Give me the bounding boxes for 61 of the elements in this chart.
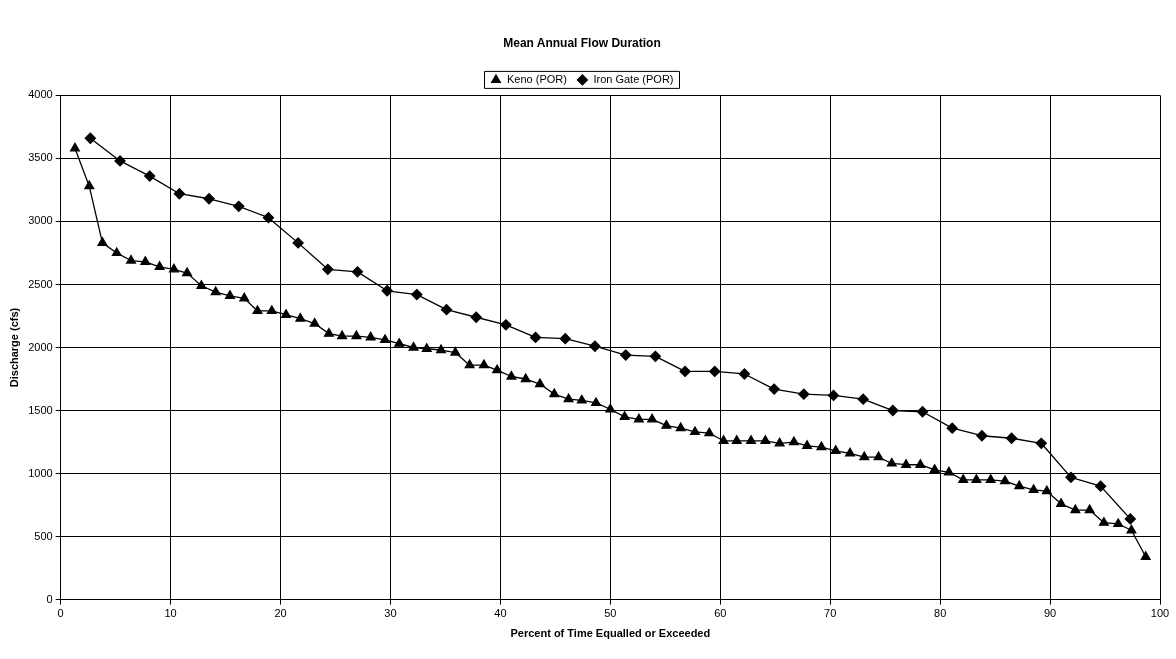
y-tick-label: 1500 [28, 403, 53, 416]
point [620, 349, 632, 361]
y-tick-label: 500 [34, 529, 53, 542]
point [1035, 437, 1047, 449]
x-tick-label: 100 [1150, 607, 1170, 620]
point [1005, 432, 1018, 444]
point [500, 319, 512, 331]
point [1065, 471, 1077, 483]
point [887, 404, 899, 417]
y-axis-title: Discharge (cfs) [7, 307, 20, 388]
x-tick-label: 90 [1043, 607, 1057, 620]
point [857, 393, 869, 405]
point [738, 368, 751, 380]
point [529, 331, 542, 344]
x-tick-label: 50 [604, 607, 617, 620]
x-tick-label: 80 [934, 607, 947, 620]
y-tick-label: 2500 [28, 277, 53, 290]
point [203, 193, 215, 205]
point [322, 263, 334, 275]
x-tick-label: 30 [384, 607, 397, 620]
point [292, 237, 304, 249]
y-tick-label: 1000 [28, 466, 53, 479]
point [114, 155, 126, 167]
point [470, 311, 482, 323]
x-tick-label: 70 [824, 607, 837, 620]
x-tick-label: 20 [274, 607, 287, 620]
x-tick-label: 0 [57, 607, 64, 620]
point [144, 170, 156, 182]
x-tick-label: 10 [164, 607, 177, 620]
y-tick-label: 3000 [28, 214, 53, 227]
point [411, 288, 423, 301]
y-tick-label: 3500 [28, 151, 53, 164]
point [679, 365, 691, 378]
chart-title: Mean Annual Flow Duration [503, 35, 661, 50]
x-tick-label: 60 [714, 607, 727, 620]
point [233, 200, 245, 212]
point [1124, 513, 1136, 525]
point [173, 188, 186, 200]
x-tick-label: 40 [494, 607, 507, 620]
y-tick-label: 0 [46, 592, 53, 605]
point [768, 383, 780, 395]
y-tick-label: 2000 [28, 340, 53, 353]
point [440, 304, 453, 316]
point [916, 406, 929, 418]
point [262, 212, 275, 224]
point [84, 132, 96, 144]
point [381, 285, 393, 297]
point [1094, 480, 1107, 492]
point [589, 340, 601, 352]
y-tick-label: 4000 [28, 88, 53, 101]
point [351, 266, 364, 278]
x-axis-title: Percent of Time Equalled or Exceeded [510, 627, 711, 640]
point [709, 365, 721, 378]
point [559, 333, 571, 345]
legend-label: Iron Gate (POR) [593, 72, 674, 85]
point [649, 350, 662, 362]
point [976, 430, 988, 442]
point [798, 388, 810, 400]
point [827, 389, 840, 402]
point [946, 422, 958, 434]
legend-label: Keno (POR) [507, 72, 567, 85]
